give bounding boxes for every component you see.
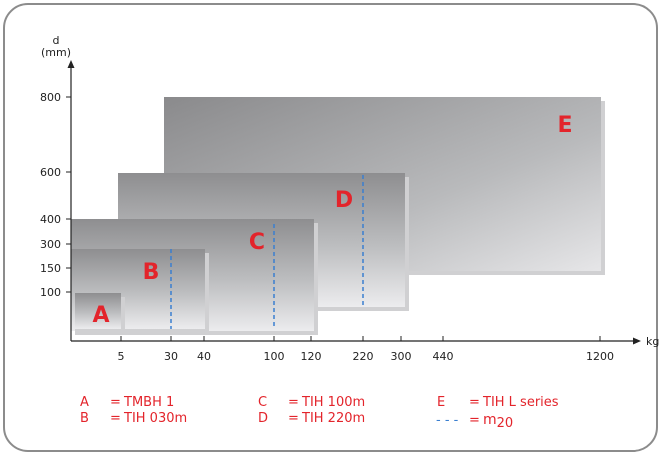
x-tick-label-100: 100 <box>264 350 285 363</box>
svg-text:B: B <box>80 411 89 426</box>
svg-text:=: = <box>469 413 480 428</box>
svg-text:E: E <box>437 395 445 410</box>
svg-text:TIH 030m: TIH 030m <box>123 411 187 426</box>
y-ticks <box>66 96 71 293</box>
y-tick-label-400: 400 <box>40 213 61 226</box>
x-tick-label-40: 40 <box>197 350 211 363</box>
svg-text:=: = <box>469 395 480 410</box>
y-tick-label-300: 300 <box>40 238 61 251</box>
svg-text:C: C <box>258 395 267 410</box>
svg-text:m20: m20 <box>483 412 513 431</box>
svg-text:TIH 220m: TIH 220m <box>301 411 365 426</box>
y-tick-label-100: 100 <box>40 286 61 299</box>
svg-text:=: = <box>288 411 299 426</box>
y-axis-unit: (mm) <box>41 46 71 59</box>
svg-text:=: = <box>110 411 121 426</box>
svg-text:TMBH 1: TMBH 1 <box>123 395 174 410</box>
x-tick-label-120: 120 <box>301 350 322 363</box>
x-axis-label: kg <box>646 335 659 348</box>
svg-text:=: = <box>288 395 299 410</box>
region-label-a: A <box>92 303 109 328</box>
legend-item-b: B = TIH 030m <box>80 411 187 426</box>
region-label-d: D <box>335 188 353 213</box>
region-label-e: E <box>557 113 572 138</box>
legend-item-m20: - - - = m20 <box>436 412 513 431</box>
svg-text:=: = <box>110 395 121 410</box>
y-axis-arrow <box>67 60 75 68</box>
x-tick-label-30: 30 <box>164 350 178 363</box>
region-a <box>75 293 125 333</box>
region-label-c: C <box>249 230 265 255</box>
x-tick-label-5: 5 <box>118 350 125 363</box>
legend: A = TMBH 1 B = TIH 030m C = TIH 100m D =… <box>80 395 559 431</box>
region-label-b: B <box>143 260 160 285</box>
y-tick-label-600: 600 <box>40 166 61 179</box>
x-axis-arrow <box>633 337 641 345</box>
x-tick-label-440: 440 <box>433 350 454 363</box>
legend-m20-dash: - - - <box>436 413 459 428</box>
y-tick-label-800: 800 <box>40 91 61 104</box>
legend-m20-m: m <box>483 412 497 428</box>
legend-item-e: E = TIH L series <box>437 395 559 410</box>
x-ticks <box>120 336 601 341</box>
svg-text:D: D <box>258 411 268 426</box>
svg-text:TIH 100m: TIH 100m <box>301 395 365 410</box>
y-tick-label-150: 150 <box>40 262 61 275</box>
svg-text:A: A <box>80 395 89 410</box>
legend-item-a: A = TMBH 1 <box>80 395 174 410</box>
legend-item-c: C = TIH 100m <box>258 395 365 410</box>
x-tick-label-300: 300 <box>391 350 412 363</box>
x-tick-label-220: 220 <box>353 350 374 363</box>
legend-item-d: D = TIH 220m <box>258 411 365 426</box>
y-axis-label: d <box>53 34 60 47</box>
svg-text:TIH L series: TIH L series <box>482 395 559 410</box>
legend-m20-sub: 20 <box>497 416 514 431</box>
x-tick-label-1200: 1200 <box>586 350 614 363</box>
